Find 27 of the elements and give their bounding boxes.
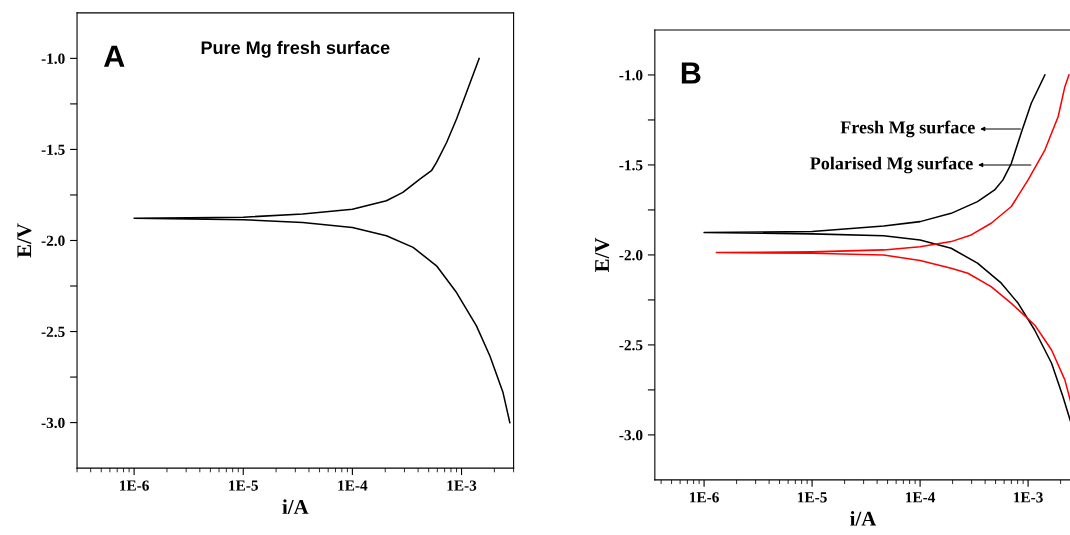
y-axis-title: E/V	[17, 223, 32, 258]
x-axis-title: i/A	[850, 511, 877, 526]
x-tick-label: 1E-4	[906, 492, 936, 503]
y-tick-label: -1.5	[41, 144, 65, 155]
y-tick-label: -2.0	[41, 235, 65, 246]
y-tick-label: -3.0	[619, 430, 643, 441]
y-tick-label: -3.0	[41, 417, 65, 429]
x-tick-label: 1E-5	[798, 492, 827, 503]
y-tick-label: -1.0	[619, 70, 643, 81]
y-axis-title: E/V	[595, 237, 610, 272]
annotation: Polarised Mg surface	[810, 156, 973, 174]
x-tick-label: 1E-3	[447, 480, 477, 491]
annotation: Pure Mg fresh surface	[201, 40, 390, 58]
x-tick-label: 1E-3	[1014, 492, 1043, 503]
y-tick-label: -2.0	[619, 250, 643, 261]
y-tick-label: -2.5	[41, 326, 65, 338]
x-tick-label: 1E-6	[120, 480, 149, 491]
x-tick-label: 1E-6	[690, 492, 719, 503]
text: B	[681, 62, 701, 84]
x-axis-title: i/A	[282, 499, 309, 514]
x-tick-label: 1E-4	[338, 480, 368, 491]
y-tick-label: -1.0	[41, 53, 65, 64]
text: A	[103, 45, 125, 67]
y-tick-label: -2.5	[619, 340, 643, 351]
y-tick-label: -1.5	[619, 160, 643, 171]
annotation: Fresh Mg surface	[840, 120, 975, 138]
x-tick-label: 1E-5	[229, 480, 258, 491]
